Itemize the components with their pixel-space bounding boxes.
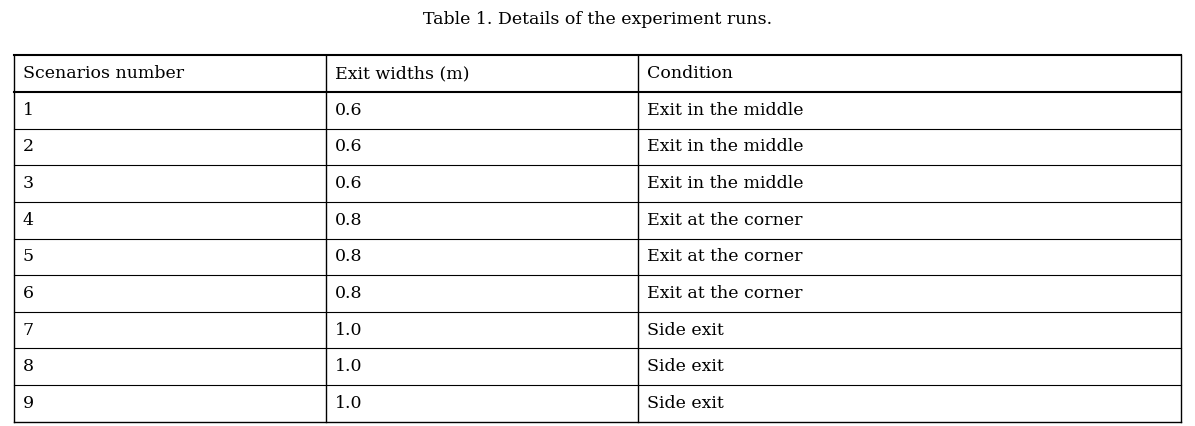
Text: 1.0: 1.0 <box>335 358 362 375</box>
Text: 6: 6 <box>23 285 33 302</box>
Text: Exit in the middle: Exit in the middle <box>646 138 803 155</box>
Text: 1.0: 1.0 <box>335 322 362 339</box>
Text: Exit at the corner: Exit at the corner <box>646 285 802 302</box>
Text: 0.6: 0.6 <box>335 102 362 119</box>
Text: 4: 4 <box>23 212 33 229</box>
Text: Scenarios number: Scenarios number <box>23 65 184 82</box>
Text: Exit at the corner: Exit at the corner <box>646 212 802 229</box>
Text: Exit in the middle: Exit in the middle <box>646 102 803 119</box>
Text: 0.8: 0.8 <box>335 285 362 302</box>
Text: 9: 9 <box>23 395 33 412</box>
Text: Condition: Condition <box>646 65 733 82</box>
Text: 0.8: 0.8 <box>335 212 362 229</box>
Text: Side exit: Side exit <box>646 395 723 412</box>
Text: Side exit: Side exit <box>646 358 723 375</box>
Text: 8: 8 <box>23 358 33 375</box>
Text: 1.0: 1.0 <box>335 395 362 412</box>
Text: 2: 2 <box>23 138 33 155</box>
Text: 3: 3 <box>23 175 33 192</box>
Text: Exit in the middle: Exit in the middle <box>646 175 803 192</box>
Text: 0.6: 0.6 <box>335 138 362 155</box>
Text: 0.6: 0.6 <box>335 175 362 192</box>
Text: 1: 1 <box>23 102 33 119</box>
Text: 7: 7 <box>23 322 33 339</box>
Text: 0.8: 0.8 <box>335 248 362 265</box>
Text: Table 1. Details of the experiment runs.: Table 1. Details of the experiment runs. <box>423 11 772 28</box>
Text: Side exit: Side exit <box>646 322 723 339</box>
Text: Exit at the corner: Exit at the corner <box>646 248 802 265</box>
Text: 5: 5 <box>23 248 33 265</box>
Text: Exit widths (m): Exit widths (m) <box>335 65 470 82</box>
